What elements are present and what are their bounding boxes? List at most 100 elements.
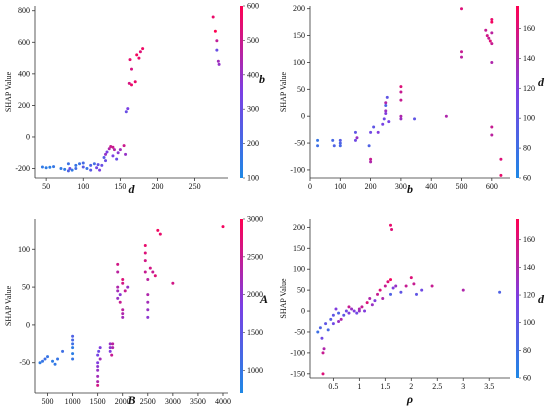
data-point xyxy=(409,276,413,280)
data-point xyxy=(399,85,403,89)
y-tick-label: -150 xyxy=(290,369,305,378)
x-tick-label: 1000 xyxy=(65,397,81,406)
data-point xyxy=(97,349,101,353)
data-point xyxy=(318,326,322,330)
data-point xyxy=(51,359,55,363)
data-point xyxy=(413,117,417,121)
data-point xyxy=(320,336,324,340)
data-point xyxy=(347,311,351,315)
y-axis-title: SHAP Value xyxy=(4,285,13,326)
data-point xyxy=(81,165,85,169)
data-point xyxy=(135,53,139,57)
data-point xyxy=(121,308,125,312)
data-point xyxy=(461,288,465,292)
data-point xyxy=(121,278,125,282)
data-point xyxy=(108,349,112,353)
data-point xyxy=(133,80,137,84)
y-axis-title: SHAP Value xyxy=(279,278,288,319)
data-point xyxy=(104,159,108,163)
data-point xyxy=(38,361,42,365)
data-point xyxy=(146,293,150,297)
data-point xyxy=(68,167,72,171)
y-tick-label: 200 xyxy=(18,101,30,110)
data-point xyxy=(370,303,374,307)
data-point xyxy=(372,125,376,129)
colorbar-tick-label: 100 xyxy=(523,318,535,327)
data-point xyxy=(376,130,380,134)
data-point xyxy=(116,285,120,289)
data-point xyxy=(378,288,382,292)
data-point xyxy=(353,138,357,142)
colorbar-label: d xyxy=(538,75,545,89)
data-point xyxy=(81,161,85,165)
data-point xyxy=(357,309,361,313)
x-tick-label: 200 xyxy=(151,182,163,191)
data-point xyxy=(389,292,393,296)
data-point xyxy=(85,167,89,171)
data-point xyxy=(96,353,100,357)
colorbar-tick-label: 1000 xyxy=(247,366,263,375)
data-point xyxy=(324,322,328,326)
data-point xyxy=(53,362,57,366)
data-point xyxy=(342,313,346,317)
data-point xyxy=(355,311,359,315)
x-tick-label: 250 xyxy=(189,182,201,191)
colorbar xyxy=(240,6,243,178)
data-point xyxy=(487,36,491,40)
colorbar-tick-label: 100 xyxy=(247,174,259,183)
data-point xyxy=(221,225,225,229)
y-tick-label: 150 xyxy=(293,31,305,40)
y-tick-label: -200 xyxy=(15,164,30,173)
data-point xyxy=(96,365,100,369)
data-point xyxy=(369,130,373,134)
colorbar-tick-label: 80 xyxy=(523,346,531,355)
data-point xyxy=(347,305,351,309)
x-tick-label: 1 xyxy=(357,382,361,391)
data-point xyxy=(350,307,354,311)
data-point xyxy=(387,120,391,124)
data-point xyxy=(490,60,494,64)
x-tick-label: 100 xyxy=(334,182,346,191)
data-point xyxy=(339,317,343,321)
panel-3: 500 1000 1500 2000 2500 3000 3500 4000 -50 0 50 100… xyxy=(4,215,268,408)
data-point xyxy=(148,266,152,270)
data-point xyxy=(71,357,75,361)
data-point xyxy=(146,278,150,282)
data-point xyxy=(130,83,133,87)
y-tick-label: 150 xyxy=(293,244,305,253)
data-point xyxy=(121,312,125,316)
data-point xyxy=(108,346,112,350)
data-point xyxy=(316,330,320,334)
data-point xyxy=(105,150,109,154)
y-tick-label: 100 xyxy=(293,265,305,274)
x-axis-title: d xyxy=(129,182,136,196)
x-tick-label: 400 xyxy=(425,182,437,191)
data-point xyxy=(360,305,364,309)
data-point xyxy=(391,286,395,290)
colorbar-tick-label: 140 xyxy=(523,54,535,63)
data-point xyxy=(70,168,74,172)
data-point xyxy=(116,289,120,293)
data-point xyxy=(365,301,369,305)
data-point xyxy=(130,67,133,71)
data-point xyxy=(112,148,116,152)
data-point xyxy=(368,297,372,300)
colorbar xyxy=(516,6,519,178)
data-point xyxy=(40,165,44,169)
colorbar-tick-label: 60 xyxy=(523,374,531,383)
data-point xyxy=(316,144,320,148)
data-point xyxy=(430,284,434,288)
data-point xyxy=(373,299,377,303)
data-point xyxy=(124,152,128,156)
data-point xyxy=(96,368,100,372)
data-point xyxy=(216,59,220,63)
x-tick-label: 50 xyxy=(42,182,50,191)
data-point xyxy=(110,353,114,357)
data-point xyxy=(390,227,394,231)
data-point xyxy=(444,114,448,118)
data-point xyxy=(369,157,373,161)
data-point xyxy=(56,357,60,361)
colorbar-tick-label: 120 xyxy=(523,84,535,93)
data-point xyxy=(95,166,99,170)
